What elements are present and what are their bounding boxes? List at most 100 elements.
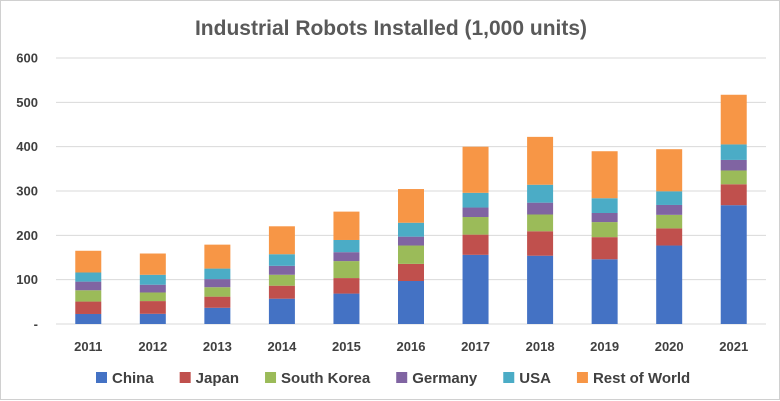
y-tick-label: 500 bbox=[16, 95, 38, 110]
bar-segment-japan-2019 bbox=[591, 237, 618, 260]
y-tick-label: 600 bbox=[16, 51, 38, 66]
bar-segment-rest-of-world-2011 bbox=[75, 250, 102, 273]
legend: China Japan South Korea Germany USA Rest of W… bbox=[96, 370, 690, 387]
bar-segment-china-2011 bbox=[75, 313, 102, 324]
bar-segment-south-korea-2021 bbox=[720, 170, 747, 185]
legend-item-south-korea: South Korea bbox=[265, 370, 371, 387]
x-tick-label: 2013 bbox=[203, 339, 232, 354]
bar-segment-germany-2020 bbox=[656, 204, 683, 215]
bar-segment-rest-of-world-2013 bbox=[204, 244, 231, 269]
bar-segment-usa-2012 bbox=[139, 274, 166, 285]
bar-segment-south-korea-2011 bbox=[75, 290, 102, 302]
bar-segment-rest-of-world-2021 bbox=[720, 94, 747, 145]
bar-segment-rest-of-world-2020 bbox=[656, 149, 683, 192]
bar-segment-germany-2015 bbox=[333, 252, 360, 262]
bar-segment-usa-2015 bbox=[333, 239, 360, 253]
bar-segment-japan-2016 bbox=[398, 263, 424, 281]
y-tick-label: 200 bbox=[16, 228, 38, 243]
legend-label: USA bbox=[519, 370, 551, 387]
bar-segment-china-2017 bbox=[462, 254, 489, 324]
bar-segment-china-2016 bbox=[398, 280, 424, 324]
bar-segment-south-korea-2017 bbox=[462, 217, 489, 235]
bar-segment-usa-2011 bbox=[75, 272, 102, 282]
y-tick-label: - bbox=[34, 317, 38, 332]
bar-segment-rest-of-world-2016 bbox=[398, 189, 424, 223]
bar-segment-china-2018 bbox=[527, 255, 554, 324]
bar-segment-japan-2018 bbox=[527, 231, 554, 256]
legend-label: Germany bbox=[412, 370, 478, 387]
legend-swatch bbox=[396, 372, 408, 383]
bar-segment-china-2012 bbox=[139, 313, 166, 324]
legend-label: Japan bbox=[196, 370, 239, 387]
bar-segment-usa-2014 bbox=[268, 254, 295, 266]
bar-segment-rest-of-world-2015 bbox=[333, 211, 360, 240]
bar-segment-japan-2017 bbox=[462, 234, 489, 255]
bar-segment-japan-2012 bbox=[139, 301, 166, 314]
bar-segment-germany-2019 bbox=[591, 212, 618, 223]
x-tick-label: 2016 bbox=[397, 339, 426, 354]
x-tick-label: 2017 bbox=[461, 339, 490, 354]
x-tick-label: 2019 bbox=[590, 339, 619, 354]
bar-segment-china-2013 bbox=[204, 307, 231, 324]
bar-segment-china-2019 bbox=[591, 259, 618, 324]
bar-segment-usa-2020 bbox=[656, 191, 683, 205]
bar-segment-germany-2018 bbox=[527, 202, 554, 215]
bar-segment-germany-2021 bbox=[720, 159, 747, 171]
x-axis: 2011 2012 2013 2014 2015 2016 2017 2018 2019 2020… bbox=[74, 339, 748, 354]
legend-label: Rest of World bbox=[593, 370, 690, 387]
x-tick-label: 2015 bbox=[332, 339, 361, 354]
bar-segment-japan-2021 bbox=[720, 184, 747, 206]
legend-item-germany: Germany bbox=[396, 370, 478, 387]
legend-label: South Korea bbox=[281, 370, 371, 387]
bar-segment-japan-2020 bbox=[656, 228, 683, 246]
x-tick-label: 2020 bbox=[655, 339, 684, 354]
bar-segment-china-2014 bbox=[268, 298, 295, 324]
bars bbox=[75, 94, 747, 324]
bar-segment-germany-2011 bbox=[75, 281, 102, 291]
x-tick-label: 2012 bbox=[138, 339, 167, 354]
bar-segment-south-korea-2019 bbox=[591, 222, 618, 238]
legend-swatch bbox=[503, 372, 515, 383]
y-axis: - 100 200 300 400 500 600 bbox=[16, 51, 38, 332]
x-tick-label: 2018 bbox=[526, 339, 555, 354]
legend-item-usa: USA bbox=[503, 370, 551, 387]
x-tick-label: 2014 bbox=[267, 339, 297, 354]
bar-segment-usa-2019 bbox=[591, 198, 618, 213]
bar-segment-south-korea-2016 bbox=[398, 245, 424, 264]
bar-segment-japan-2014 bbox=[268, 285, 295, 299]
x-tick-label: 2021 bbox=[719, 339, 748, 354]
bar-segment-germany-2013 bbox=[204, 279, 231, 288]
bar-segment-china-2021 bbox=[720, 205, 747, 324]
chart-title: Industrial Robots Installed (1,000 units… bbox=[195, 17, 587, 40]
bar-segment-rest-of-world-2012 bbox=[139, 253, 166, 275]
bar-segment-south-korea-2015 bbox=[333, 261, 360, 279]
bar-segment-china-2020 bbox=[656, 245, 683, 324]
bar-segment-south-korea-2020 bbox=[656, 214, 683, 229]
y-tick-label: 100 bbox=[16, 272, 38, 287]
legend-swatch bbox=[96, 372, 107, 383]
bar-segment-usa-2013 bbox=[204, 268, 231, 280]
bar-segment-usa-2018 bbox=[527, 184, 554, 203]
legend-swatch bbox=[576, 372, 588, 383]
legend-item-china: China bbox=[96, 370, 154, 387]
bar-segment-rest-of-world-2019 bbox=[591, 151, 618, 199]
bar-segment-south-korea-2014 bbox=[268, 274, 295, 286]
bar-segment-usa-2017 bbox=[462, 192, 489, 208]
bar-segment-rest-of-world-2017 bbox=[462, 146, 489, 193]
bar-segment-usa-2021 bbox=[720, 144, 747, 160]
y-tick-label: 400 bbox=[16, 139, 38, 154]
legend-item-rest-of-world: Rest of World bbox=[576, 370, 690, 387]
x-tick-label: 2011 bbox=[74, 339, 102, 354]
bar-segment-germany-2017 bbox=[462, 207, 489, 218]
legend-swatch bbox=[265, 372, 277, 383]
bar-segment-germany-2012 bbox=[139, 284, 166, 293]
bar-segment-china-2015 bbox=[333, 293, 360, 324]
bar-segment-germany-2014 bbox=[268, 265, 295, 275]
bar-segment-south-korea-2018 bbox=[527, 214, 554, 232]
bar-segment-south-korea-2013 bbox=[204, 287, 231, 297]
bar-segment-usa-2016 bbox=[398, 222, 424, 237]
bar-segment-south-korea-2012 bbox=[139, 292, 166, 302]
bar-segment-rest-of-world-2014 bbox=[268, 226, 295, 255]
